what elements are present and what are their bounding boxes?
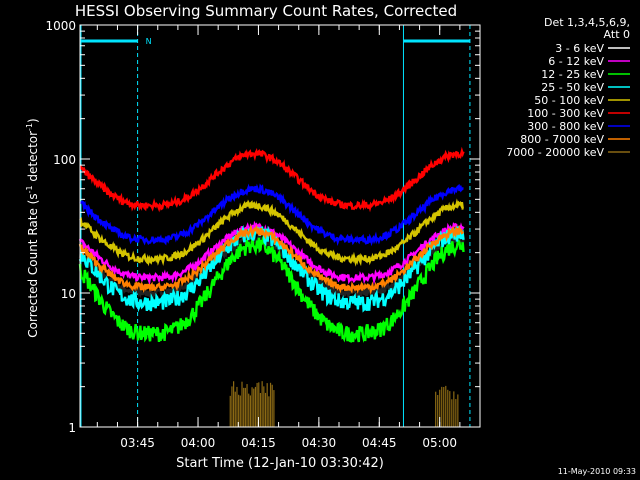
x-axis-label: Start Time (12-Jan-10 03:30:42) [176, 456, 384, 471]
legend-label: 7000 - 20000 keV [506, 146, 604, 159]
y-tick-label: 1000 [45, 19, 76, 33]
legend-label: 100 - 300 keV [527, 107, 604, 120]
series-line [78, 224, 465, 313]
legend-label: 25 - 50 keV [541, 81, 604, 94]
series-line [79, 198, 464, 267]
x-tick-label: 05:00 [422, 436, 457, 450]
series-line [79, 146, 465, 213]
legend-label: 12 - 25 keV [541, 68, 604, 81]
legend-header-line1: Det 1,3,4,5,6,9, [544, 16, 630, 29]
series-line [78, 220, 465, 286]
x-tick-label: 04:15 [241, 436, 276, 450]
y-tick-label: 10 [61, 287, 76, 301]
axes: 1 10 100 1000 03:45 04:00 04:15 04:30 04:45 05:00 [45, 19, 481, 450]
y-axis-label-end: ) [26, 118, 40, 123]
y-tick-label: 100 [53, 153, 76, 167]
legend-label: 50 - 100 keV [534, 94, 604, 107]
y-axis-label-main: Corrected Count Rate (s [26, 193, 40, 337]
series-line [78, 224, 465, 295]
y-axis-label-sup2: -1 [25, 123, 34, 131]
y-axis-label-mid: detector [26, 131, 40, 186]
x-tick-label: 04:00 [181, 436, 216, 450]
x-tick-label: 04:30 [302, 436, 337, 450]
y-axis-label: Corrected Count Rate (s-1 detector-1) [25, 118, 40, 337]
legend-label: 3 - 6 keV [555, 42, 604, 55]
plot-frame [79, 24, 481, 428]
plot-area: N [78, 25, 471, 427]
legend-label: 300 - 800 keV [527, 120, 604, 133]
x-tick-label: 03:45 [120, 436, 155, 450]
legend-label: 800 - 7000 keV [520, 133, 604, 146]
y-axis-label-sup1: -1 [25, 185, 34, 193]
legend-label: 6 - 12 keV [548, 55, 604, 68]
x-tick-label: 04:45 [362, 436, 397, 450]
night-marker-label: N [146, 37, 152, 46]
legend-header-line2: Att 0 [604, 28, 630, 41]
series-line [79, 183, 464, 247]
series-line [78, 235, 465, 344]
timestamp: 11-May-2010 09:33 [558, 467, 636, 476]
chart-title: HESSI Observing Summary Count Rates, Cor… [75, 2, 457, 20]
y-tick-label: 1 [68, 421, 76, 435]
